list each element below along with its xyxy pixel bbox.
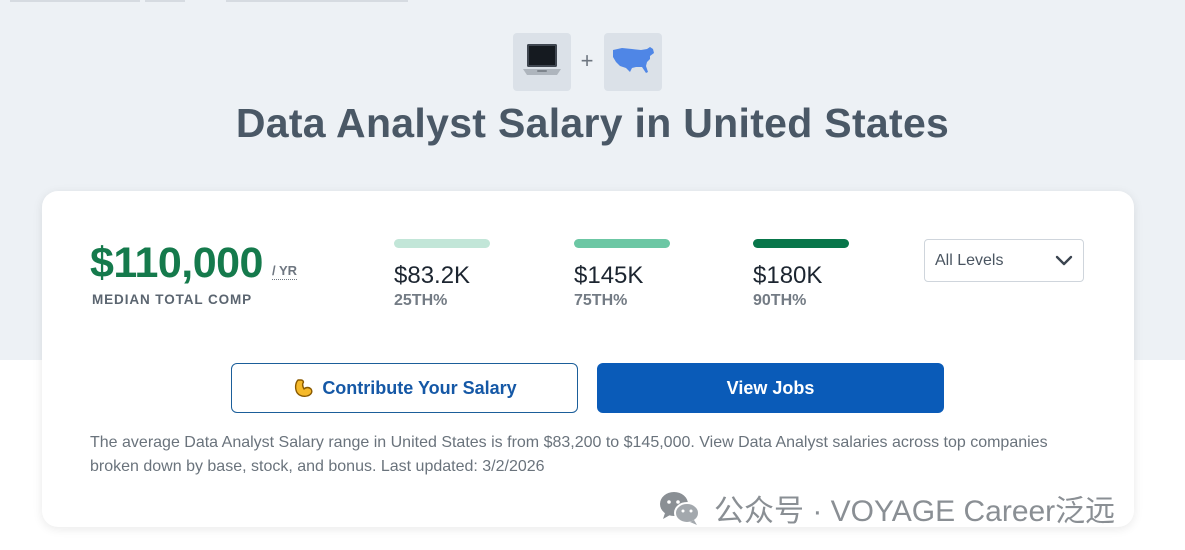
median-unit-tooltip[interactable]: / YR bbox=[272, 263, 298, 280]
salary-summary-card: $110,000 / YR MEDIAN TOTAL COMP $83.2K 2… bbox=[42, 191, 1134, 527]
contribute-salary-label: Contribute Your Salary bbox=[322, 377, 517, 398]
percentile-bar bbox=[394, 239, 490, 248]
page-title: Data Analyst Salary in United States bbox=[235, 100, 950, 146]
percentile-value: $83.2K bbox=[394, 262, 471, 289]
percentile-value: $180K bbox=[753, 262, 823, 289]
chevron-down-icon bbox=[1055, 254, 1073, 272]
median-label: MEDIAN TOTAL COMP bbox=[92, 292, 253, 307]
percentile-label: 90TH% bbox=[753, 292, 807, 309]
salary-description: The average Data Analyst Salary range in… bbox=[90, 434, 1048, 475]
percentile-label: 25TH% bbox=[394, 292, 448, 309]
top-nav-fragment bbox=[145, 0, 185, 2]
wechat-icon bbox=[658, 489, 702, 527]
percentile-75: $145K 75TH% bbox=[574, 239, 674, 310]
laptop-icon bbox=[521, 42, 563, 83]
top-nav-fragment bbox=[10, 0, 140, 2]
watermark: 公众号 · VOYAGE Career泛远 bbox=[658, 486, 1115, 530]
contribute-salary-button[interactable]: Contribute Your Salary bbox=[231, 363, 578, 413]
percentile-25: $83.2K 25TH% bbox=[394, 239, 494, 310]
percentile-label: 75TH% bbox=[574, 292, 628, 309]
watermark-text: 公众号 · VOYAGE Career泛远 bbox=[714, 495, 1116, 528]
flexed-biceps-icon bbox=[292, 377, 314, 399]
plus-sign: + bbox=[580, 48, 594, 73]
percentile-90: $180K 90TH% bbox=[753, 239, 853, 310]
level-dropdown[interactable]: All Levels bbox=[924, 239, 1084, 282]
top-nav-fragment bbox=[226, 0, 408, 2]
view-jobs-button[interactable]: View Jobs bbox=[597, 363, 944, 413]
percentile-bar bbox=[574, 239, 670, 248]
median-salary-value: $110,000 bbox=[90, 239, 263, 287]
view-jobs-label: View Jobs bbox=[726, 377, 815, 398]
usa-map-icon bbox=[610, 44, 656, 81]
percentile-value: $145K bbox=[574, 262, 644, 289]
usa-map-icon-tile bbox=[604, 33, 662, 91]
laptop-icon-tile bbox=[513, 33, 571, 91]
percentile-bar bbox=[753, 239, 849, 248]
level-dropdown-value: All Levels bbox=[935, 252, 1004, 269]
